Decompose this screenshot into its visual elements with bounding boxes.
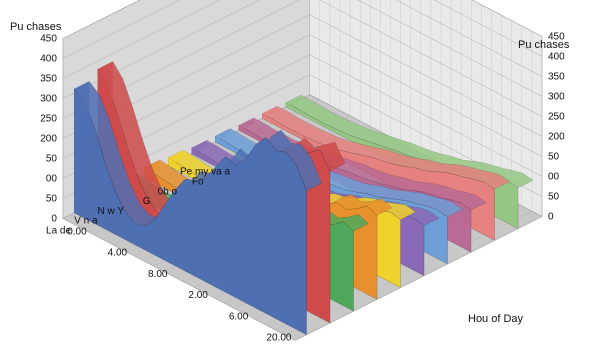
ribbon-face	[73, 88, 307, 336]
ribbon-cap	[168, 150, 184, 166]
right-y-tick-label: 400	[548, 52, 565, 63]
right-y-tick-label: 50	[548, 152, 560, 163]
right-y-tick-label: 300	[548, 92, 565, 103]
left-y-tick-label: 50	[46, 154, 58, 165]
right-y-tick-label: 0	[548, 212, 554, 223]
left-y-tick-label: 00	[46, 174, 58, 185]
x-axis-title: Hou of Day	[468, 313, 524, 325]
right-y-tick-label: 50	[548, 192, 560, 203]
series-category-label: G	[143, 196, 151, 207]
series-category-label: Fo	[192, 176, 204, 187]
x-tick-label: 20.00	[266, 333, 291, 344]
floor-gridline	[295, 216, 543, 341]
ribbon-cap	[238, 117, 254, 131]
x-tick-label: 0.00	[67, 227, 87, 238]
right-y-tick-label: 450	[548, 32, 565, 43]
x-tick-label: 4.00	[108, 248, 128, 259]
right-y-tick-label: 00	[548, 172, 560, 183]
chart-series	[73, 61, 534, 336]
left-y-tick-label: 300	[40, 94, 57, 105]
left-y-tick-label: 50	[46, 194, 58, 205]
series-ribbon	[73, 81, 322, 336]
gridline	[62, 0, 543, 79]
series-category-label: Pe my va a	[180, 167, 230, 178]
chart-labels: 4504003503002502005000500450400350300250…	[40, 32, 565, 344]
ribbon-cap	[262, 106, 278, 119]
gridline	[62, 0, 543, 99]
x-tick-label: 6.00	[229, 311, 249, 322]
x-tick-label: 2.00	[188, 290, 208, 301]
gridline	[62, 0, 543, 119]
right-axis-title: Pu chases	[518, 39, 570, 51]
gridline	[62, 0, 543, 59]
ribbon-cap	[74, 81, 90, 213]
ribbon-cap	[285, 95, 301, 107]
left-y-tick-label: 350	[40, 74, 57, 85]
left-y-tick-label: 250	[40, 114, 57, 125]
series-category-label: 0b o	[158, 186, 178, 197]
x-tick-label: 8.00	[148, 269, 168, 280]
right-y-tick-label: 350	[548, 72, 565, 83]
ribbon-cap	[191, 140, 207, 154]
left-axis-title: Pu chases	[10, 21, 62, 33]
left-y-tick-label: 0	[51, 214, 57, 225]
left-y-tick-label: 400	[40, 54, 57, 65]
series-category-label: La de	[46, 225, 71, 236]
ribbon-cap	[215, 128, 231, 143]
left-y-tick-label: 200	[40, 134, 57, 145]
right-y-tick-label: 200	[548, 132, 565, 143]
series-category-label: N w Y	[98, 206, 125, 217]
left-y-tick-label: 450	[40, 34, 57, 45]
right-y-tick-label: 250	[548, 112, 565, 123]
series-category-label: V n a	[74, 216, 98, 227]
